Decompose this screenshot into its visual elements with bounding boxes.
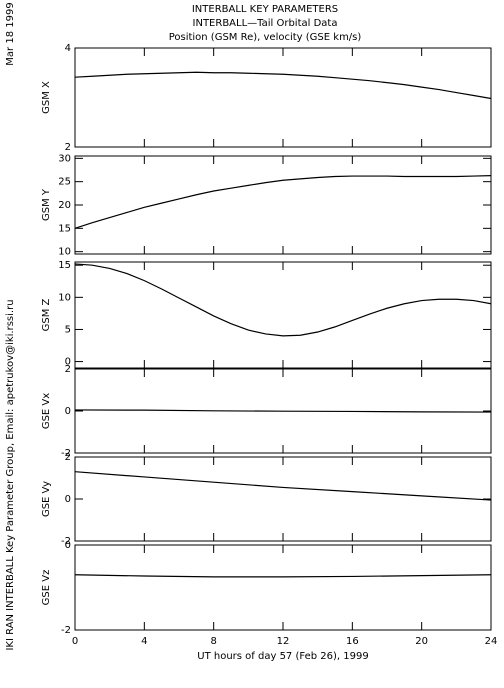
y-tick-label: 0 bbox=[65, 494, 71, 505]
x-tick-label: 16 bbox=[346, 636, 359, 647]
data-line bbox=[74, 71, 492, 100]
x-tick-label: 8 bbox=[210, 636, 216, 647]
title-line: INTERBALL—Tail Orbital Data bbox=[193, 18, 338, 29]
panel-frame bbox=[74, 155, 492, 255]
x-tick-label: 24 bbox=[485, 636, 498, 647]
y-tick-label: 2 bbox=[65, 142, 71, 153]
data-line bbox=[74, 471, 492, 501]
panel-frame bbox=[74, 47, 492, 148]
data-line bbox=[74, 574, 492, 578]
data-line bbox=[74, 409, 492, 413]
x-tick-label: 4 bbox=[141, 636, 147, 647]
y-axis-label: GSE Vz bbox=[41, 570, 52, 606]
y-tick-label: 10 bbox=[58, 247, 71, 258]
credit-note: IKI RAN INTERBALL Key Parameter Group, E… bbox=[5, 299, 16, 650]
y-tick-label: 15 bbox=[58, 223, 71, 234]
y-tick-label: 20 bbox=[58, 200, 71, 211]
y-tick-label: 2 bbox=[65, 452, 71, 463]
data-line bbox=[74, 175, 492, 229]
y-axis-label: GSM Y bbox=[41, 188, 52, 221]
y-axis-label: GSM Z bbox=[41, 298, 52, 331]
y-tick-label: 4 bbox=[65, 43, 71, 54]
title-line: Position (GSM Re), velocity (GSE km/s) bbox=[169, 32, 362, 43]
y-axis-label: GSE Vy bbox=[41, 481, 52, 517]
y-tick-label: 15 bbox=[58, 260, 71, 271]
panel-frame bbox=[74, 456, 492, 542]
y-tick-label: 5 bbox=[65, 324, 71, 335]
y-tick-label: -2 bbox=[61, 448, 71, 459]
y-tick-label: 25 bbox=[58, 177, 71, 188]
date-note: Mar 18 1999 bbox=[5, 2, 16, 65]
x-tick-label: 12 bbox=[277, 636, 290, 647]
x-tick-label: 20 bbox=[415, 636, 428, 647]
y-tick-label: 0 bbox=[65, 357, 71, 368]
panel-frame bbox=[74, 544, 492, 631]
y-axis-label: GSM X bbox=[41, 81, 52, 114]
y-tick-label: 0 bbox=[65, 540, 71, 551]
x-axis-label: UT hours of day 57 (Feb 26), 1999 bbox=[197, 651, 368, 662]
y-tick-label: 0 bbox=[65, 406, 71, 417]
y-tick-label: -2 bbox=[61, 536, 71, 547]
y-tick-label: 10 bbox=[58, 292, 71, 303]
y-tick-label: -2 bbox=[61, 625, 71, 636]
data-line bbox=[74, 263, 492, 337]
title-line: INTERBALL KEY PARAMETERS bbox=[192, 4, 338, 15]
y-tick-label: 2 bbox=[65, 364, 71, 375]
y-axis-label: GSE Vx bbox=[41, 393, 52, 429]
y-tick-label: 30 bbox=[58, 153, 71, 164]
x-tick-label: 0 bbox=[72, 636, 78, 647]
